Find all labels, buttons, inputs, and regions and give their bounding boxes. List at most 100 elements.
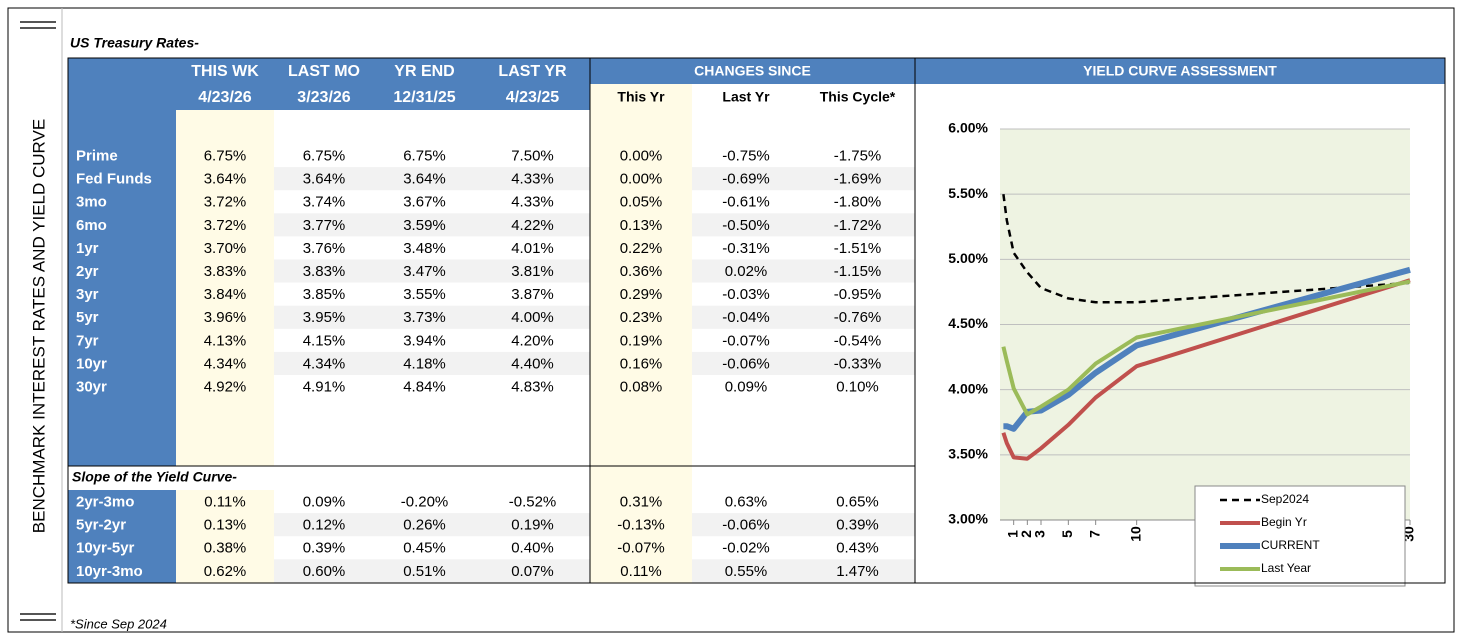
cell: -0.07% xyxy=(617,540,665,557)
cell: 0.36% xyxy=(620,263,663,280)
row-stripe xyxy=(274,559,590,583)
cell: -0.61% xyxy=(722,194,770,211)
cell: 3.64% xyxy=(204,171,247,188)
cell: -0.31% xyxy=(722,240,770,257)
cell: 0.07% xyxy=(511,563,554,580)
column-date: 3/23/26 xyxy=(297,89,350,106)
column-header: LAST YR xyxy=(498,63,567,80)
cell: 0.23% xyxy=(620,309,663,326)
row-label: 2yr xyxy=(76,263,99,280)
cell: 3.87% xyxy=(511,286,554,303)
row-stripe xyxy=(692,351,915,375)
cell: -0.02% xyxy=(722,540,770,557)
cell: 0.26% xyxy=(403,517,446,534)
row-label: 5yr xyxy=(76,309,99,326)
label-column-bg xyxy=(68,110,176,466)
row-label: 10yr-5yr xyxy=(76,540,135,557)
cell: 7.50% xyxy=(511,148,554,165)
cell: 0.11% xyxy=(204,494,245,511)
cell: 3.95% xyxy=(303,309,346,326)
cell: -0.52% xyxy=(509,494,557,511)
cell: 0.60% xyxy=(303,563,346,580)
group-header: CHANGES SINCE xyxy=(694,63,811,79)
cell: 6.75% xyxy=(204,148,247,165)
cell: 3.72% xyxy=(204,194,247,211)
column-header: LAST MO xyxy=(288,63,360,80)
cell: -1.72% xyxy=(834,217,882,234)
cell: 0.51% xyxy=(403,563,446,580)
cell: 3.83% xyxy=(204,263,247,280)
cell: 0.11% xyxy=(620,563,661,580)
cell: 0.39% xyxy=(836,517,879,534)
row-stripe xyxy=(692,167,915,191)
row-stripe xyxy=(692,213,915,237)
cell: 3.76% xyxy=(303,240,346,257)
column-date: 4/23/26 xyxy=(198,89,251,106)
cell: -0.04% xyxy=(722,309,770,326)
cell: 3.84% xyxy=(204,286,247,303)
row-label: 3mo xyxy=(76,194,107,211)
cell: 3.64% xyxy=(403,171,446,188)
row-stripe xyxy=(274,351,590,375)
cell: -1.80% xyxy=(834,194,882,211)
row-label: Prime xyxy=(76,148,118,165)
cell: -1.69% xyxy=(834,171,882,188)
cell: 4.91% xyxy=(303,379,346,396)
y-tick-label: 5.50% xyxy=(948,185,988,201)
legend-label: Sep2024 xyxy=(1261,492,1309,506)
cell: 0.19% xyxy=(620,332,663,349)
y-tick-label: 4.00% xyxy=(948,380,988,396)
column-date: 4/23/25 xyxy=(506,89,559,106)
row-stripe xyxy=(274,305,590,329)
x-tick-label: 5 xyxy=(1059,530,1075,538)
series-line xyxy=(1003,266,1411,432)
cell: 0.09% xyxy=(303,494,346,511)
cell: 4.22% xyxy=(511,217,554,234)
cell: 3.59% xyxy=(403,217,446,234)
x-tick-label: 2 xyxy=(1018,530,1034,538)
cell: 3.67% xyxy=(403,194,446,211)
row-label: 5yr-2yr xyxy=(76,517,126,534)
cell: 3.64% xyxy=(303,171,346,188)
cell: 0.63% xyxy=(725,494,768,511)
cell: -0.03% xyxy=(722,286,770,303)
cell: 3.73% xyxy=(403,309,446,326)
cell: -0.06% xyxy=(722,355,770,372)
highlight-column xyxy=(590,84,692,583)
row-stripe xyxy=(274,259,590,283)
row-stripe xyxy=(692,513,915,537)
x-tick-label: 1 xyxy=(1004,530,1020,538)
cell: 0.16% xyxy=(620,355,663,372)
row-stripe xyxy=(692,305,915,329)
cell: -0.76% xyxy=(834,309,882,326)
series-line xyxy=(1001,279,1411,417)
cell: -0.07% xyxy=(722,332,770,349)
cell: -1.75% xyxy=(834,148,882,165)
cell: 4.92% xyxy=(204,379,247,396)
cell: 0.31% xyxy=(620,494,663,511)
cell: 0.05% xyxy=(620,194,663,211)
cell: -0.13% xyxy=(617,517,665,534)
cell: 4.34% xyxy=(204,355,247,372)
cell: 0.39% xyxy=(303,540,346,557)
x-tick-label: 3 xyxy=(1032,530,1048,538)
highlight-column xyxy=(176,110,274,466)
cell: 0.13% xyxy=(620,217,663,234)
cell: -0.50% xyxy=(722,217,770,234)
row-label: 1yr xyxy=(76,240,99,257)
cell: 0.13% xyxy=(204,517,247,534)
row-label: 10yr xyxy=(76,355,107,372)
column-header: YR END xyxy=(394,63,454,80)
row-stripe xyxy=(692,559,915,583)
legend-label: CURRENT xyxy=(1261,538,1320,552)
row-label: 7yr xyxy=(76,332,99,349)
cell: 0.22% xyxy=(620,240,663,257)
cell: 3.85% xyxy=(303,286,346,303)
cell: 3.70% xyxy=(204,240,247,257)
row-label: 30yr xyxy=(76,379,107,396)
cell: -0.75% xyxy=(722,148,770,165)
cell: 4.13% xyxy=(204,332,247,349)
header-bg xyxy=(68,58,1445,84)
cell: -0.54% xyxy=(834,332,882,349)
